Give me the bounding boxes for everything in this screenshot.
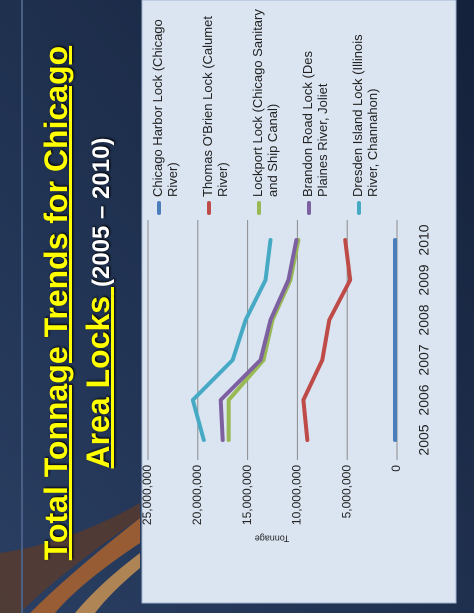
legend-box: Chicago Harbor Lock (Chicago River) Thoma… <box>150 5 400 215</box>
y-tick-label: 15,000,000 <box>240 465 254 525</box>
y-tick-label: 20,000,000 <box>190 465 204 525</box>
legend-swatch <box>207 201 211 215</box>
decor <box>75 553 140 613</box>
legend-label: Dresden Island Lock (Illinois River, Cha… <box>350 34 380 197</box>
legend: Chicago Harbor Lock (Chicago River) Thoma… <box>150 5 400 215</box>
legend-swatch <box>357 201 361 215</box>
legend-label: Thomas O'Brien Lock (Calumet River) <box>200 16 230 197</box>
title-block: Total Tonnage Trends for Chicago Area Lo… <box>35 38 123 568</box>
decor <box>30 518 140 613</box>
x-tick-label: 2008 <box>416 304 432 335</box>
legend-swatch <box>257 201 261 215</box>
y-tick-label: 10,000,000 <box>290 465 304 525</box>
decor <box>0 503 140 613</box>
chart-title: Total Tonnage Trends for Chicago Area Lo… <box>38 45 116 561</box>
title-box: Total Tonnage Trends for Chicago Area Lo… <box>35 38 123 568</box>
legend-swatch <box>307 201 311 215</box>
x-tick-label: 2006 <box>416 384 432 415</box>
y-tick-label: 25,000,000 <box>140 465 154 525</box>
y-axis-label: Tonnage <box>255 534 290 544</box>
y-tick-label: 5,000,000 <box>339 465 353 519</box>
series-line <box>190 238 273 442</box>
chart-subtitle: (2005 – 2010) <box>88 137 115 288</box>
x-tick-label: 2005 <box>416 424 432 455</box>
legend-item: Dresden Island Lock (Illinois River, Cha… <box>350 5 400 215</box>
legend-swatch <box>157 201 161 215</box>
legend-item: Thomas O'Brien Lock (Calumet River) <box>200 5 250 215</box>
series-line <box>218 238 299 442</box>
legend-label: Lockport Lock (Chicago Sanitary and Ship… <box>250 9 280 197</box>
chart-area <box>141 0 457 604</box>
legend-item: Chicago Harbor Lock (Chicago River) <box>150 5 200 215</box>
series-line <box>301 238 353 442</box>
legend-item: Brandon Road Lock (Des Plaines River, Jo… <box>300 5 350 215</box>
legend-item: Lockport Lock (Chicago Sanitary and Ship… <box>250 5 300 215</box>
x-tick-label: 2007 <box>416 344 432 375</box>
x-tick-label: 2009 <box>416 264 432 295</box>
y-tick-label: 0 <box>389 465 403 472</box>
legend-label: Chicago Harbor Lock (Chicago River) <box>150 19 180 197</box>
legend-label: Brandon Road Lock (Des Plaines River, Jo… <box>300 51 330 197</box>
x-tick-label: 2010 <box>416 224 432 255</box>
